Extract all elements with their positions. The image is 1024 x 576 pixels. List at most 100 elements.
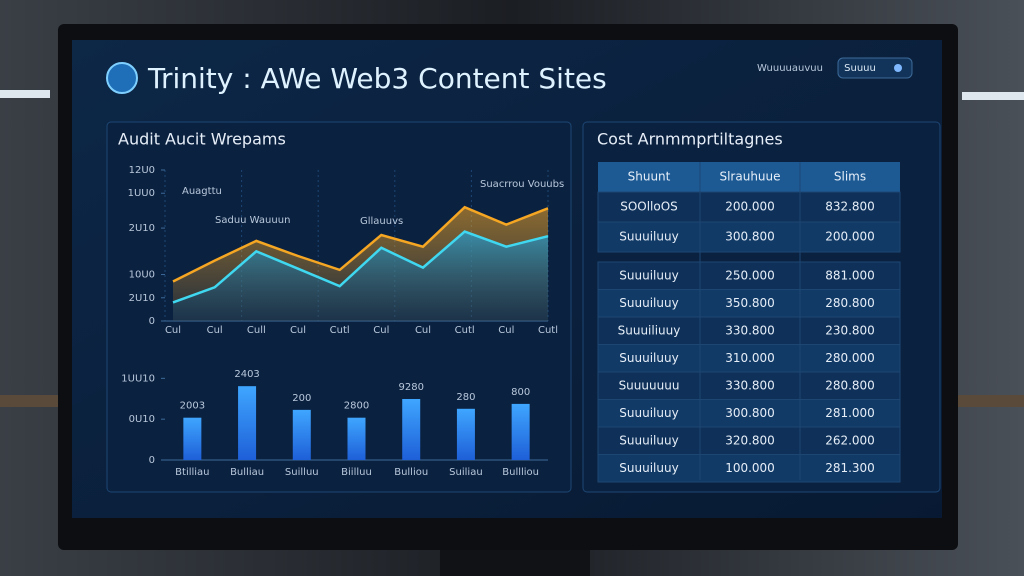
table-cell: Suuuiliuuy [618, 323, 681, 337]
x-tick-label: Cutl [330, 325, 350, 336]
table-cell: 300.800 [725, 406, 775, 420]
desk [0, 395, 60, 407]
button-icon[interactable] [894, 64, 902, 72]
x-tick-label: Cutl [455, 325, 475, 336]
table-header [598, 162, 900, 192]
x-tick-label: Cull [247, 325, 266, 336]
table-cell: 881.000 [825, 268, 875, 282]
table-cell: 281.000 [825, 406, 875, 420]
logo [106, 62, 138, 94]
table-row [597, 261, 901, 290]
table-cell: 330.800 [725, 323, 775, 337]
table-cell: Suuuiluuy [619, 406, 678, 420]
table-row [597, 344, 901, 373]
bar [238, 386, 257, 460]
table-cell: 330.800 [725, 378, 775, 392]
bar-value-label: 2800 [344, 401, 369, 412]
x-tick-label: Cul [498, 325, 514, 336]
table-cell: 230.800 [825, 323, 875, 337]
y-tick-label: 2U10 [129, 223, 155, 234]
bar [402, 398, 421, 460]
series-line [172, 230, 549, 304]
x-tick-label: Biilluu [341, 467, 372, 478]
table-cell: 310.000 [725, 351, 775, 365]
column-header: Shuunt [628, 170, 671, 184]
bar-value-label: 2003 [180, 401, 205, 412]
app-title: Trinity : AWe Web3 Content Sites [147, 62, 607, 95]
ceiling-light [962, 92, 1024, 100]
x-tick-label: Suilluu [285, 467, 319, 478]
button-label[interactable]: Suuuu [844, 63, 876, 74]
y-tick-label: 12U0 [129, 165, 155, 176]
table-cell: 200.000 [725, 200, 775, 214]
chart-title: Audit Aucit Wrepams [118, 130, 286, 149]
table-cell: 832.800 [825, 200, 875, 214]
desk [958, 395, 1024, 407]
y-tick-label: 0U10 [129, 414, 155, 425]
x-tick-label: Cul [373, 325, 389, 336]
table-cell: 280.000 [825, 351, 875, 365]
table-cell: 100.000 [725, 461, 775, 475]
x-tick-label: Cul [165, 325, 181, 336]
table-cell: 250.000 [725, 268, 775, 282]
table-cell: 281.300 [825, 461, 875, 475]
x-tick-label: Cul [415, 325, 431, 336]
column-header: Slims [834, 170, 866, 184]
header-button[interactable] [837, 57, 913, 79]
x-tick-label: Cul [290, 325, 306, 336]
annotation: Saduu Wauuun [215, 215, 290, 226]
table-row [597, 316, 901, 345]
table-row [597, 221, 901, 253]
ceiling-light [0, 90, 50, 98]
monitor-brand: ⠀ [511, 488, 516, 496]
table-cell: 280.800 [825, 378, 875, 392]
y-tick-label: 10U0 [129, 270, 155, 281]
monitor-stand [440, 548, 590, 576]
table-cell: 320.800 [725, 433, 775, 447]
bar [183, 417, 202, 460]
table-cell: 200.000 [825, 230, 875, 244]
x-tick-label: Cutl [538, 325, 558, 336]
series-line [172, 205, 549, 283]
bar-value-label: 200 [292, 393, 311, 404]
y-tick-label: 0 [149, 316, 155, 327]
table-cell: SOOlloOS [620, 200, 678, 214]
table-cell: Suuuiluuy [619, 351, 678, 365]
bar [456, 408, 475, 460]
table-cell: Suuuiluuy [619, 433, 678, 447]
table-cell: 300.800 [725, 230, 775, 244]
x-tick-label: Bulliau [230, 467, 264, 478]
table-cell: Suuuiluuy [619, 268, 678, 282]
table-row [597, 426, 901, 455]
table-row [597, 371, 901, 400]
table-cell: Suuuuuuu [619, 378, 680, 392]
y-tick-label: 2U10 [129, 293, 155, 304]
y-tick-label: 1UU0 [128, 188, 155, 199]
bar-value-label: 800 [511, 387, 530, 398]
x-tick-label: Cul [207, 325, 223, 336]
table-cell: Suuuiluuy [619, 296, 678, 310]
annotation: Suacrrou Vouubs [480, 179, 564, 190]
table-row [597, 191, 901, 223]
table-row [597, 454, 901, 483]
bar-value-label: 280 [456, 392, 475, 403]
table-cell: Suuuiluuy [619, 461, 678, 475]
series-area [173, 231, 548, 321]
bar-value-label: 2403 [234, 369, 259, 380]
x-tick-label: Bulliou [394, 467, 428, 478]
y-tick-label: 1UU10 [121, 373, 155, 384]
bar [347, 417, 366, 460]
bar-value-label: 9280 [398, 382, 423, 393]
bar [292, 409, 311, 460]
table-title: Cost Arnmmprtiltagnes [597, 130, 783, 149]
table-cell: 350.800 [725, 296, 775, 310]
table-cell: 262.000 [825, 433, 875, 447]
table-cell: 280.800 [825, 296, 875, 310]
y-tick-label: 0 [149, 455, 155, 466]
status-text: Wuuuuauvuu [757, 63, 823, 74]
annotation: Auagttu [182, 186, 222, 197]
table-cell: Suuuiluuy [619, 230, 678, 244]
x-tick-label: Suiliau [449, 467, 483, 478]
x-tick-label: Bullliou [502, 467, 539, 478]
